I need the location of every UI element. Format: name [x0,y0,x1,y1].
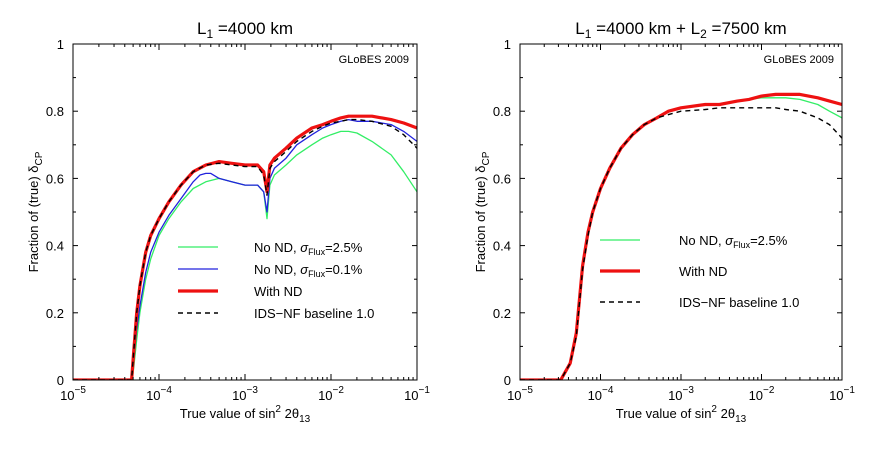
y-tick-label: 0.4 [493,239,511,254]
series-line-2 [73,118,417,380]
x-tick-label: 10−1 [829,385,855,403]
legend-label: IDS−NF baseline 1.0 [679,295,799,310]
plot-frame [72,43,418,381]
chart-panel-1: L1 =4000 km 0 0.2 0.4 0.6 0.8 1 10−5 10−4 10−3 10−… [26,19,430,425]
y-tick-label: 0.8 [46,104,64,119]
x-tick-label: 10−4 [588,385,614,403]
series-group [520,92,842,380]
legend-label: IDS−NF baseline 1.0 [254,306,374,321]
chart-title: L1 =4000 km + L2 =7500 km [575,19,786,41]
x-tick-label: 10−2 [749,385,775,403]
x-axis-label: True value of sin2 2θ13 [180,404,311,425]
x-tick-label: 10−5 [60,385,86,403]
x-tick-label: 10−1 [404,385,430,403]
y-tick-label: 0.8 [493,104,511,119]
y-tick-label: 0.4 [46,239,64,254]
y-tick-label: 0.2 [46,306,64,321]
series-line-3 [73,114,417,380]
legend-label: No ND, σFlux=0.1% [254,262,363,279]
legend-label: No ND, σFlux=2.5% [679,233,788,250]
y-tick-label: 0.2 [493,306,511,321]
x-tick-label: 10−2 [318,385,344,403]
legend-label: With ND [679,264,727,279]
y-tick-label: 0 [57,373,64,388]
x-tick-label: 10−3 [668,385,694,403]
series-line-3 [520,107,842,380]
y-tick-label: 0 [504,373,511,388]
y-tick-label: 0.6 [493,171,511,186]
series-line-4 [73,118,417,380]
y-axis-label: Fraction of (true) δCP [473,151,492,272]
chart-panel-2: L1 =4000 km + L2 =7500 km 0 0.2 0.4 0.6 0.8 1 1… [473,19,855,425]
y-axis-label: Fraction of (true) δCP [26,151,45,272]
x-tick-label: 10−3 [232,385,258,403]
x-tick-label: 10−4 [146,385,172,403]
series-line-1 [73,130,417,380]
x-tick-label: 10−5 [507,385,533,403]
series-group [73,114,417,380]
legend-label: No ND, σFlux=2.5% [254,240,363,257]
watermark: GLoBES 2009 [764,54,834,66]
y-tick-label: 1 [57,37,64,52]
legend-label: With ND [254,284,302,299]
chart-title: L1 =4000 km [197,19,293,41]
y-tick-label: 1 [504,37,511,52]
x-axis-label: True value of sin2 2θ13 [616,404,747,425]
watermark: GLoBES 2009 [339,54,409,66]
y-tick-label: 0.6 [46,171,64,186]
